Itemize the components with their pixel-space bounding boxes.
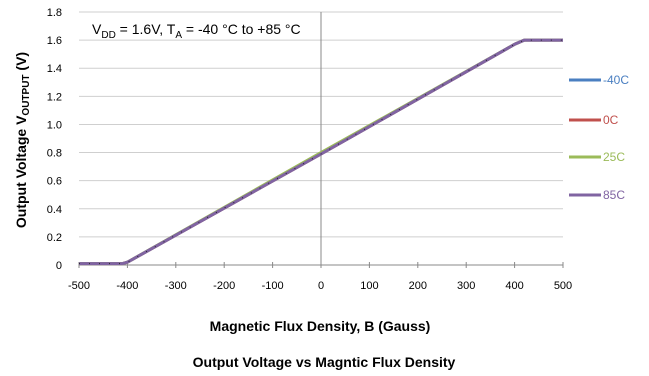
- y-tick-label: 0.6: [47, 176, 62, 188]
- x-tick-label: 100: [360, 280, 378, 292]
- y-tick-label: 1.4: [47, 63, 62, 75]
- x-tick-label: 300: [457, 280, 475, 292]
- y-tick-label: 1.2: [47, 91, 62, 103]
- x-tick-label: 0: [318, 280, 324, 292]
- legend-item--40C: -40C: [569, 73, 629, 87]
- legend-label: 0C: [603, 113, 619, 127]
- legend-label: 25C: [603, 150, 625, 164]
- x-tick-label: -100: [262, 280, 284, 292]
- y-axis-label: Output Voltage VOUTPUT (V): [13, 52, 32, 228]
- tick-labels: -500 -400 -300 -200 -100 0 100 200 300 400 500 0 0.2…: [47, 7, 572, 292]
- measurement-markers: [79, 39, 563, 265]
- legend-item-85C: 85C: [569, 188, 625, 202]
- y-tick-label: 0.2: [47, 232, 62, 244]
- x-tick-label: 200: [409, 280, 427, 292]
- conditions-annotation: VDD = 1.6V, TA = -40 °C to +85 °C: [92, 21, 301, 41]
- plot-series: [79, 38, 563, 266]
- y-tick-label: 1.6: [47, 35, 62, 47]
- x-tick-label: -500: [68, 280, 90, 292]
- x-tick-label: -200: [213, 280, 235, 292]
- legend: -40C 0C 25C 85C: [569, 73, 629, 202]
- legend-label: 85C: [603, 188, 625, 202]
- x-tick-label: 400: [505, 280, 523, 292]
- x-tick-label: -400: [116, 280, 138, 292]
- x-tick-label: 500: [554, 280, 572, 292]
- y-tick-label: 1.8: [47, 7, 62, 19]
- legend-item-0C: 0C: [569, 113, 619, 127]
- y-tick-label: 0: [56, 260, 62, 272]
- y-tick-label: 0.4: [47, 204, 62, 216]
- x-axis-label: Magnetic Flux Density, B (Gauss): [210, 318, 431, 334]
- x-tick-label: -300: [165, 280, 187, 292]
- y-tick-label: 1.0: [47, 119, 62, 131]
- chart-title: Output Voltage vs Magntic Flux Density: [193, 354, 456, 370]
- y-tick-label: 0.8: [47, 148, 62, 160]
- legend-item-25C: 25C: [569, 150, 625, 164]
- legend-label: -40C: [603, 73, 629, 87]
